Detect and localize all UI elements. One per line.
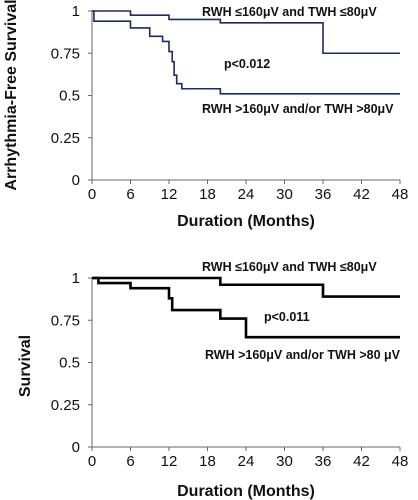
bottom-survival-curve-low-wave-heterogeneity: [92, 276, 400, 298]
top-y-tick-label: 0: [72, 172, 80, 189]
top-x-tick-label: 42: [353, 186, 370, 203]
top-survival-curve-low-wave-heterogeneity: [92, 10, 400, 55]
bottom-y-axis-label: Survival: [17, 335, 34, 397]
bottom-y-tick-label: 0.25: [51, 397, 80, 414]
top-x-tick-label: 12: [161, 186, 178, 203]
bottom-survival-chart: 0 6 12 18 24 30 36 42 48 0 0.25 0.5 0.75 1 RWH ≤160μV…: [17, 260, 408, 500]
top-x-tick-label: 6: [126, 186, 134, 203]
top-x-axis-label: Duration (Months): [177, 213, 315, 230]
top-x-tick-label: 24: [238, 186, 255, 203]
bottom-x-tick-label: 36: [315, 453, 332, 470]
top-survival-chart: 0 6 12 18 24 30 36 42 48 0 0.25 0.5 0.75 1 RWH ≤160μV…: [3, 0, 408, 230]
bottom-x-tick-label: 0: [88, 453, 96, 470]
bottom-x-tick-label: 48: [392, 453, 409, 470]
bottom-y-tick-label: 0.75: [51, 312, 80, 329]
bottom-x-tick-label: 42: [353, 453, 370, 470]
top-y-tick-label: 0.75: [51, 45, 80, 62]
bottom-annotation-bottom: RWH >160μV and/or TWH >80 μV: [205, 348, 401, 362]
bottom-x-tick-label: 12: [161, 453, 178, 470]
bottom-x-tick-label: 18: [199, 453, 216, 470]
bottom-x-axis-label: Duration (Months): [177, 483, 315, 500]
bottom-annotation-pvalue: p<0.011: [264, 310, 310, 324]
bottom-y-tick-label: 1: [72, 270, 80, 287]
top-x-tick-label: 0: [88, 186, 96, 203]
bottom-y-tick-label: 0.5: [59, 355, 80, 372]
top-x-tick-label: 18: [199, 186, 216, 203]
top-survival-curve-high-wave-heterogeneity: [92, 10, 400, 95]
bottom-x-tick-label: 24: [238, 453, 255, 470]
top-annotation-bottom: RWH >160μV and/or TWH >80μV: [202, 102, 394, 116]
top-x-tick-label: 30: [276, 186, 293, 203]
bottom-survival-curve-high-wave-heterogeneity: [92, 276, 400, 339]
top-y-tick-label: 0.25: [51, 130, 80, 147]
bottom-y-tick-label: 0: [72, 439, 80, 456]
top-x-tick-label: 36: [315, 186, 332, 203]
top-y-tick-label: 1: [72, 3, 80, 20]
bottom-x-tick-label: 30: [276, 453, 293, 470]
bottom-x-tick-label: 6: [126, 453, 134, 470]
top-y-axis-label: Arrhythmia-Free Survival: [3, 0, 20, 191]
top-annotation-top: RWH ≤160μV and TWH ≤80μV: [202, 5, 377, 19]
top-y-tick-label: 0.5: [59, 88, 80, 105]
top-x-tick-label: 48: [392, 186, 409, 203]
top-annotation-pvalue: p<0.012: [224, 57, 270, 71]
bottom-annotation-top: RWH ≤160μV and TWH ≤80μV: [202, 260, 377, 274]
